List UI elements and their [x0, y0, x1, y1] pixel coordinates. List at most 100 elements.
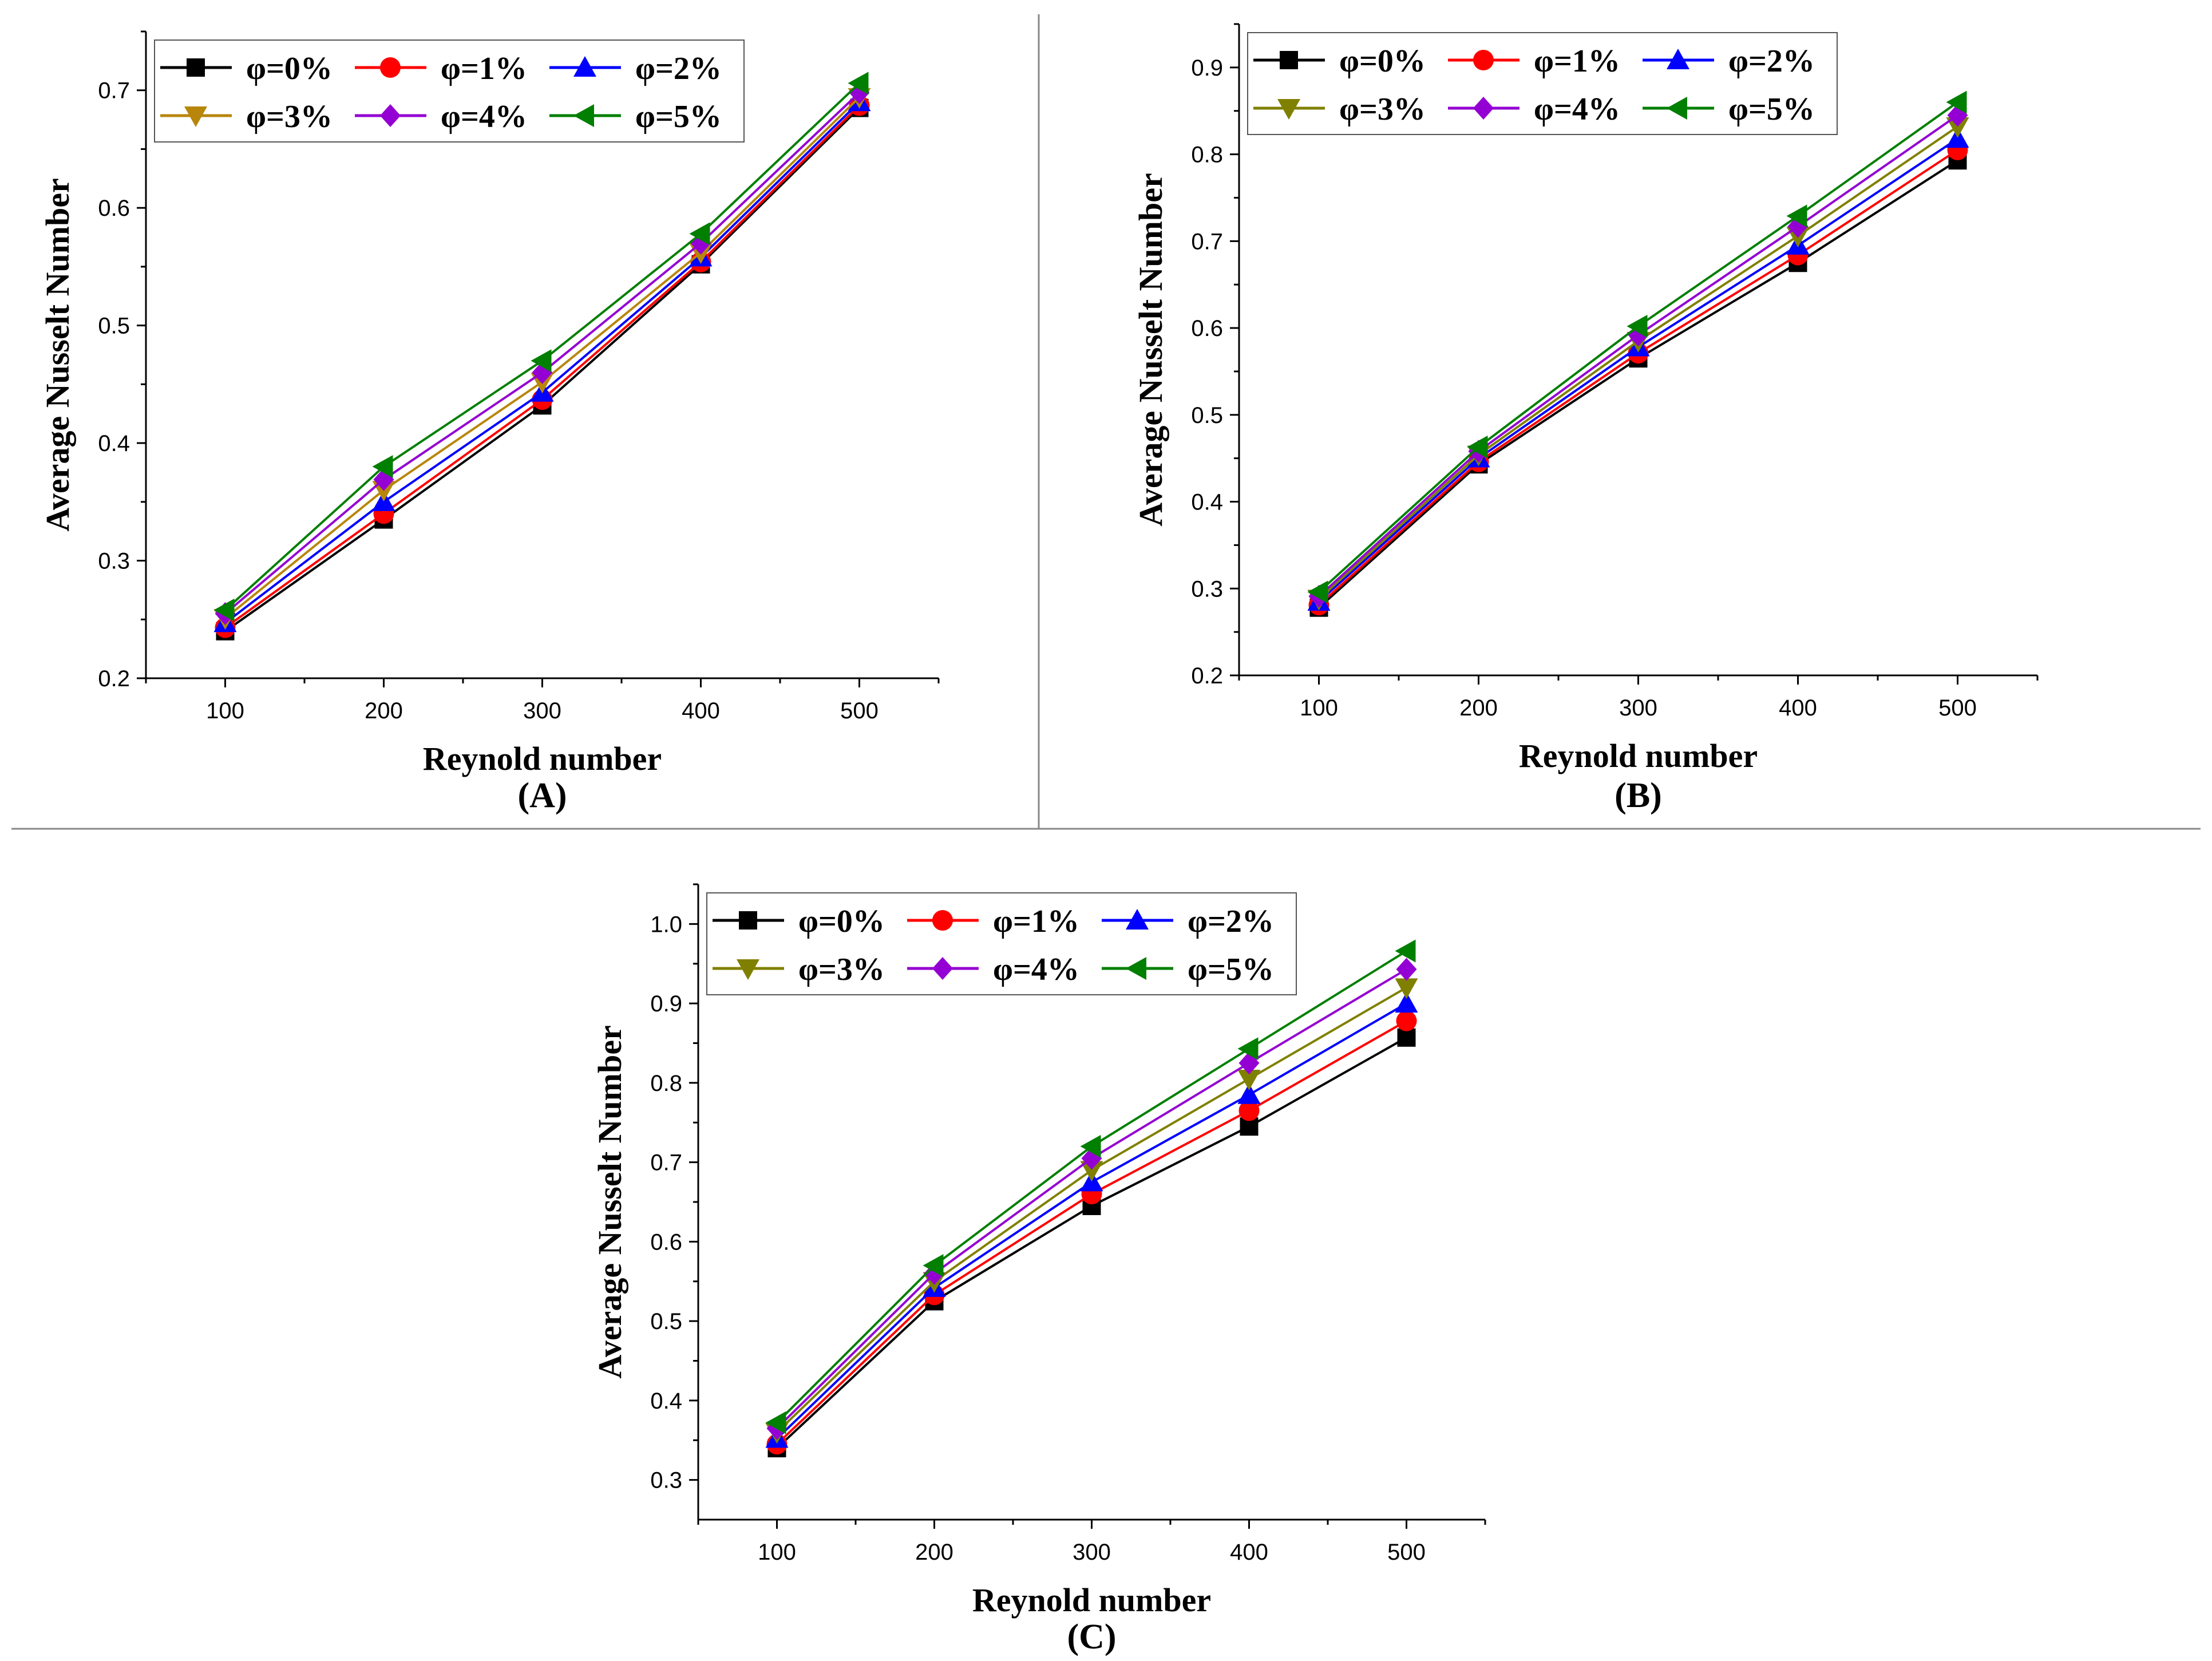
legend-swatch-marker [932, 957, 953, 980]
data-point-series-1 [1238, 1100, 1260, 1121]
legend-entry-label: φ=3% [798, 952, 885, 987]
legend-entry-label: φ=4% [1534, 92, 1620, 127]
y-tick-label: 0.2 [98, 666, 130, 691]
legend-swatch-marker [932, 910, 953, 931]
x-tick-label: 100 [758, 1540, 796, 1565]
y-tick-label: 0.5 [1191, 403, 1223, 428]
y-tick-label: 0.7 [1191, 229, 1223, 254]
series-line-1 [776, 1019, 1407, 1445]
legend-box [706, 892, 1297, 995]
data-point-series-3 [1237, 1069, 1261, 1090]
y-tick-label: 1.0 [650, 912, 682, 937]
data-point-series-5 [213, 598, 235, 622]
x-tick-label: 300 [1073, 1540, 1111, 1565]
data-point-series-5 [1237, 1037, 1259, 1061]
y-tick-label: 0.5 [98, 314, 130, 339]
data-point-series-5 [689, 222, 710, 246]
legend-entry-label: φ=0% [246, 51, 333, 86]
x-tick-label: 500 [1938, 695, 1977, 721]
panel-label: (B) [1615, 776, 1662, 815]
x-tick-label: 100 [206, 698, 244, 723]
legend-swatch-marker [739, 911, 757, 930]
legend-swatch-marker [380, 57, 401, 78]
series-line-0 [776, 1037, 1407, 1449]
legend-entry-label: φ=4% [993, 952, 1079, 987]
legend-swatch-marker [380, 104, 401, 127]
x-tick-label: 500 [840, 698, 879, 723]
legend-entry-label: φ=5% [1188, 952, 1274, 987]
x-tick-label: 300 [523, 698, 561, 723]
legend-swatch-marker [1473, 97, 1494, 120]
legend-swatch-marker [1667, 97, 1687, 120]
legend-entry-label: φ=3% [246, 99, 333, 135]
legend-swatch-marker [1277, 99, 1300, 120]
legend-entry-label: φ=1% [441, 51, 527, 86]
data-point-series-5 [1627, 315, 1648, 338]
x-tick-label: 300 [1619, 695, 1657, 721]
y-tick-label: 0.2 [1191, 663, 1223, 689]
legend-entry-label: φ=5% [1728, 92, 1815, 127]
x-tick-label: 100 [1300, 695, 1338, 721]
data-point-series-5 [765, 1411, 786, 1434]
y-axis-title: Average Nusselt Number [1132, 173, 1169, 526]
y-tick-label: 0.6 [1191, 316, 1223, 341]
legend-entry-label: φ=1% [1534, 43, 1620, 79]
data-point-series-5 [1786, 204, 1807, 228]
y-tick-label: 0.8 [650, 1071, 682, 1096]
y-tick-label: 0.8 [1191, 143, 1223, 168]
y-tick-label: 0.4 [98, 431, 130, 456]
series-line-2 [776, 1002, 1407, 1439]
x-tick-label: 200 [1459, 695, 1498, 721]
data-point-series-4 [1396, 958, 1417, 981]
chart-panel-a: 0.2 0.3 0.4 0.5 0.6 0.7 100 200 300 400 500 Reynold… [39, 30, 940, 815]
legend-entry-label: φ=0% [798, 904, 885, 939]
y-tick-label: 0.7 [650, 1150, 682, 1176]
x-axis-title: Reynold number [972, 1581, 1211, 1619]
legend-swatch-marker [737, 959, 759, 980]
y-tick-label: 0.4 [650, 1389, 682, 1414]
legend-entry-label: φ=0% [1339, 43, 1426, 79]
legend-swatch-marker [1126, 909, 1149, 930]
data-point-series-5 [1467, 435, 1488, 458]
data-point-series-3 [1395, 978, 1418, 999]
legend-box [1247, 32, 1838, 135]
data-point-series-5 [1946, 90, 1967, 114]
legend-swatch-marker [184, 106, 207, 127]
chart-panel-c: 0.3 0.4 0.5 0.6 0.7 0.8 0.9 1.0 100 200 300 400 500 R… [591, 883, 1486, 1656]
x-tick-label: 400 [1779, 695, 1817, 721]
y-tick-label: 0.3 [1191, 576, 1223, 602]
data-point-series-5 [372, 455, 393, 478]
y-axis-title: Average Nusselt Number [39, 178, 76, 531]
legend-entry-label: φ=2% [635, 51, 722, 86]
data-point-series-2 [1395, 992, 1418, 1013]
legend-swatch-marker [1473, 50, 1494, 70]
legend-swatch-marker [1126, 957, 1146, 980]
series-line-5 [224, 82, 860, 611]
y-tick-label: 0.6 [98, 196, 130, 221]
data-point-series-1 [1396, 1010, 1417, 1031]
legend-swatch-marker [573, 104, 594, 127]
data-point-series-5 [531, 349, 552, 373]
series-line-2 [1318, 137, 1958, 603]
x-tick-label: 200 [365, 698, 403, 723]
data-point-series-5 [1307, 580, 1328, 604]
legend-entry-label: φ=3% [1339, 92, 1426, 127]
x-axis-title: Reynold number [1519, 737, 1758, 774]
x-tick-label: 400 [1230, 1540, 1268, 1565]
legend-swatch-marker [573, 56, 596, 77]
legend-entry-label: φ=1% [993, 904, 1079, 939]
legend-entry-label: φ=4% [441, 99, 527, 135]
data-point-series-2 [1237, 1083, 1261, 1104]
x-tick-label: 500 [1387, 1540, 1426, 1565]
panel-label: (C) [1067, 1618, 1116, 1656]
legend-swatch-marker [187, 58, 205, 77]
x-tick-label: 200 [915, 1540, 953, 1565]
x-tick-label: 400 [682, 698, 720, 723]
y-tick-label: 0.9 [1191, 56, 1223, 81]
legend-entry-label: φ=5% [635, 99, 722, 135]
legend-box [154, 39, 745, 143]
data-point-series-5 [923, 1254, 944, 1277]
data-point-series-5 [1395, 939, 1416, 963]
y-tick-label: 0.6 [650, 1229, 682, 1255]
